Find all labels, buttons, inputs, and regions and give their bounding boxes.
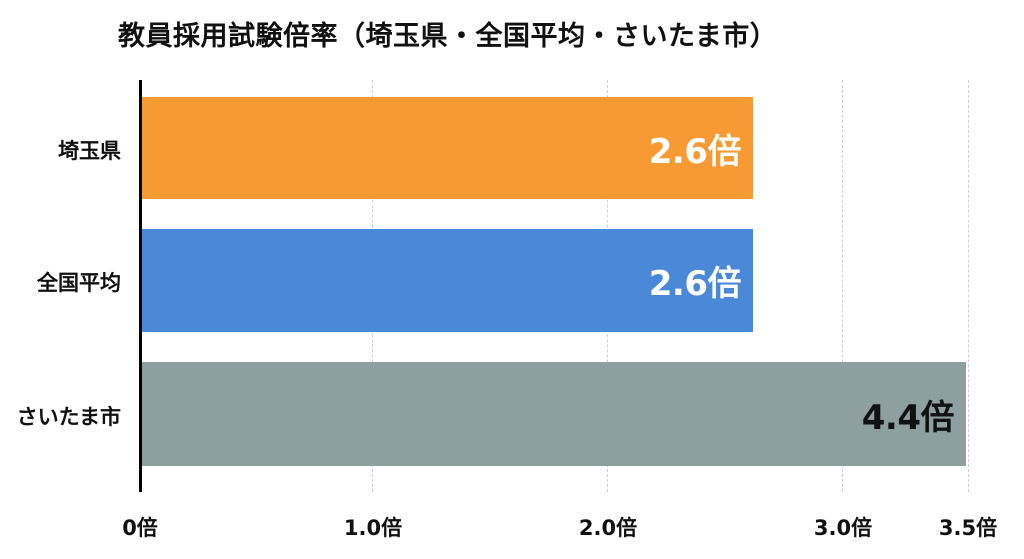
x-tick-label: 3.0倍 xyxy=(813,516,873,540)
x-tick-label: 2.0倍 xyxy=(578,516,638,540)
bar-value-label: 4.4倍 xyxy=(861,397,955,438)
category-label: 埼玉県 xyxy=(58,139,121,163)
bar-value-label: 2.6倍 xyxy=(648,264,742,304)
x-tick-label: 3.5倍 xyxy=(938,516,998,540)
category-label: さいたま市 xyxy=(16,405,121,429)
x-tick-label: 1.0倍 xyxy=(343,516,403,540)
bar-saitama-city: 4.4倍 xyxy=(142,362,966,466)
category-label: 全国平均 xyxy=(37,271,121,295)
y-axis-line xyxy=(139,80,142,492)
chart-title: 教員採用試験倍率（埼玉県・全国平均・さいたま市） xyxy=(118,21,778,52)
bar-saitama-prefecture: 2.6倍 xyxy=(142,97,753,199)
gridline-3 xyxy=(842,80,843,492)
gridline-4 xyxy=(968,80,969,492)
bar-value-label: 2.6倍 xyxy=(648,131,742,172)
bar-national-average: 2.6倍 xyxy=(142,229,753,332)
x-tick-label: 0倍 xyxy=(122,516,158,540)
